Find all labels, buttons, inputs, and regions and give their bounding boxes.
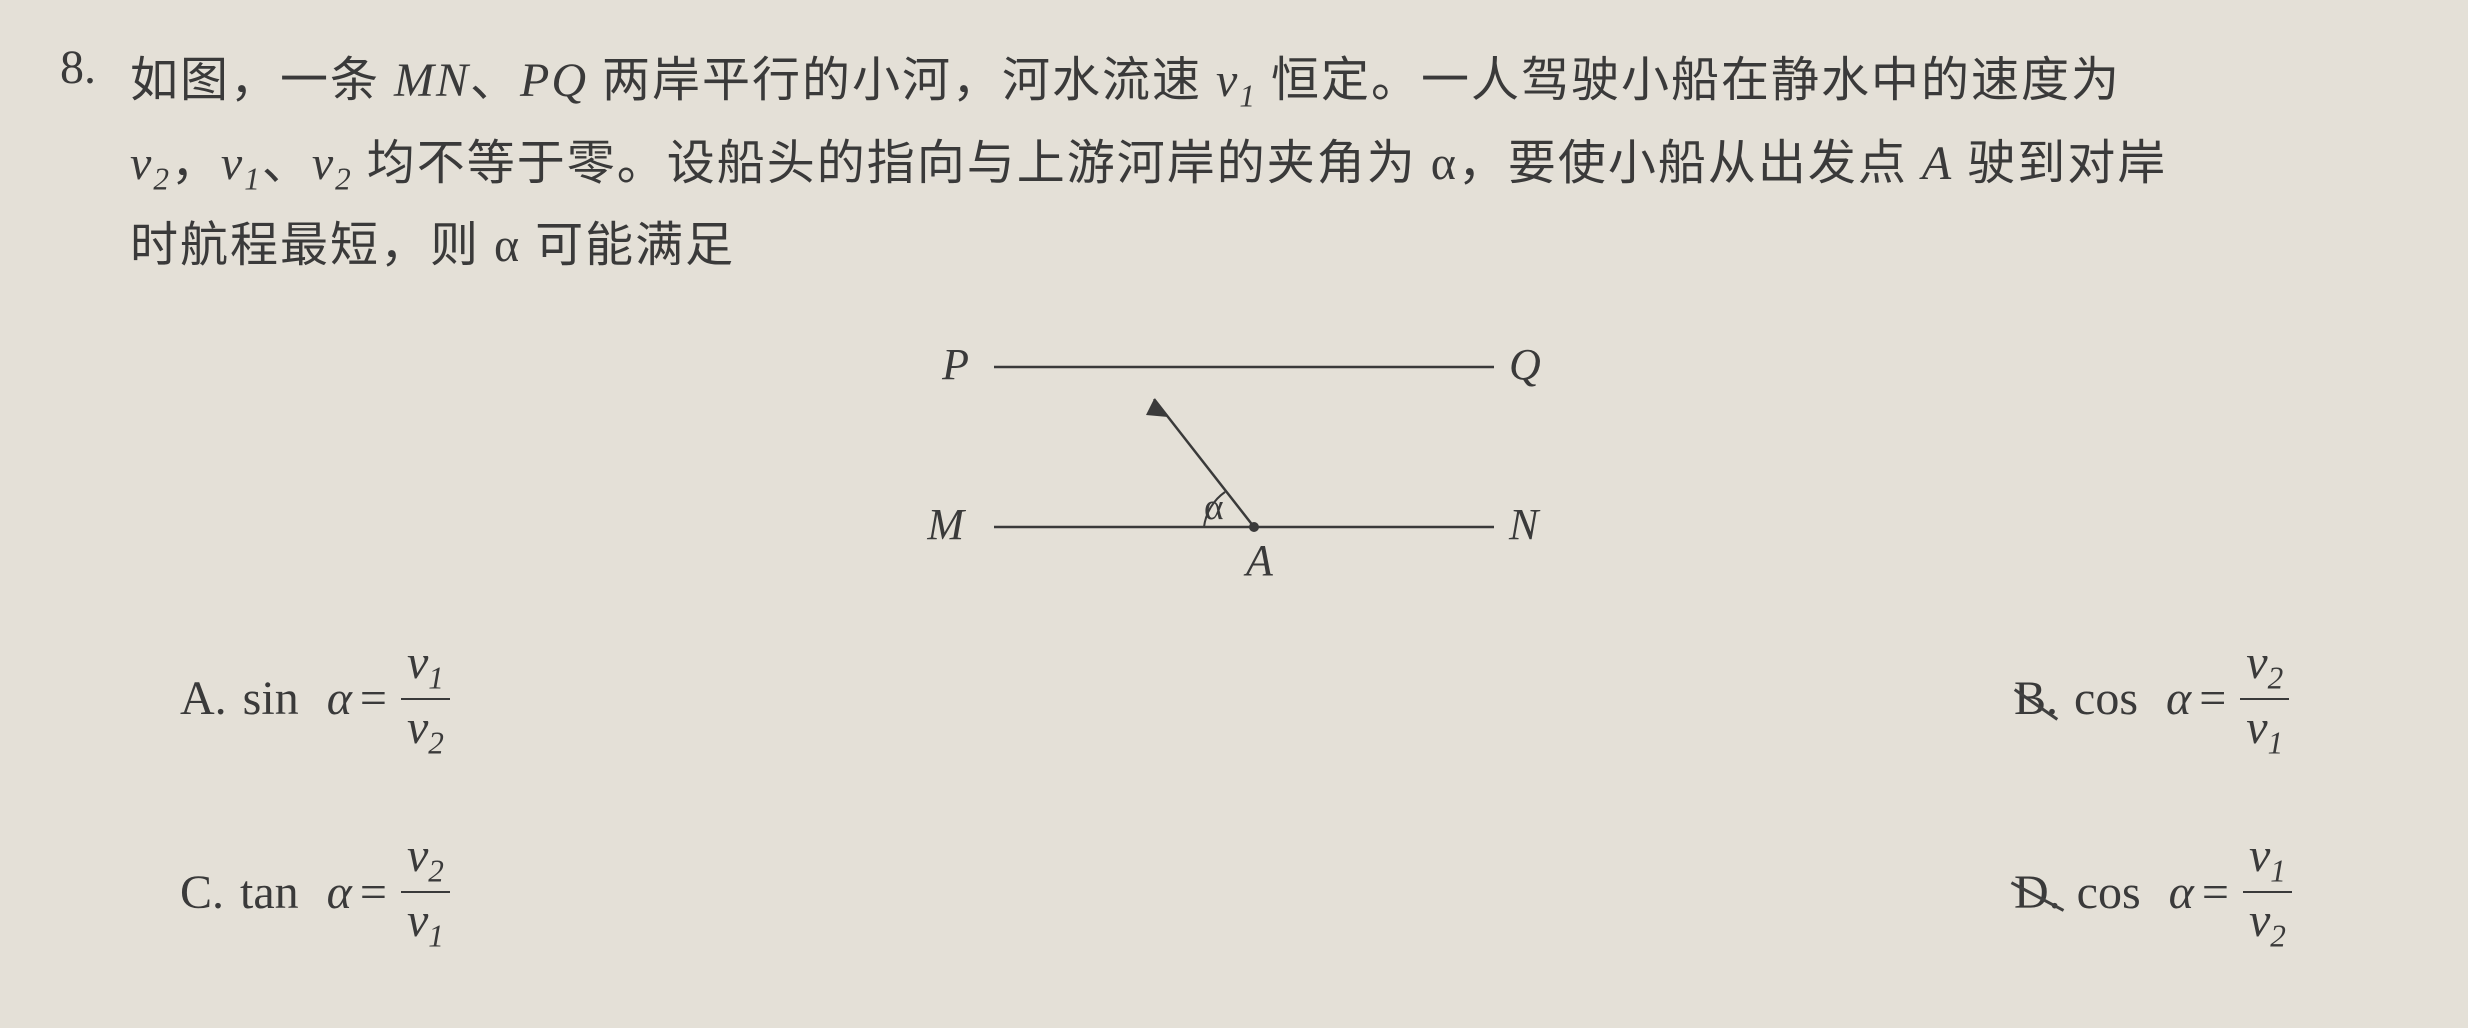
svg-text:M: M — [926, 500, 966, 549]
equals: = — [2202, 865, 2229, 920]
stem-text: 、 — [262, 137, 312, 190]
v-symbol: v — [312, 137, 335, 190]
stem-text: 如图，一条 — [130, 54, 394, 107]
v-symbol: v — [407, 829, 428, 882]
equals: = — [360, 865, 387, 920]
subscript-2: 2 — [335, 161, 353, 196]
subscript-1: 1 — [244, 161, 262, 196]
stem-text: 均不等于零。设船头的指向与上游河岸的夹角为 α，要使小船从出发点 — [353, 137, 1922, 190]
v-symbol: v — [2249, 829, 2270, 882]
equals: = — [2199, 671, 2226, 726]
v-symbol: v — [407, 701, 428, 754]
v-symbol: v — [2246, 636, 2267, 689]
question-stem: 如图，一条 MN、PQ 两岸平行的小河，河水流速 v1 恒定。一人驾驶小船在静水… — [130, 40, 2408, 287]
trig-func: tan — [240, 865, 299, 920]
subscript: 2 — [2268, 660, 2284, 695]
fraction-denominator: v2 — [401, 702, 450, 761]
trig-func: cos — [2077, 865, 2141, 920]
fraction-numerator: v1 — [401, 637, 450, 696]
fraction-denominator: v1 — [401, 895, 450, 954]
choice-label: A. — [180, 671, 227, 726]
mn-label: MN — [394, 54, 470, 107]
trig-func: cos — [2074, 671, 2138, 726]
subscript: 1 — [428, 660, 444, 695]
stem-text: 恒定。一人驾驶小船在静水中的速度为 — [1257, 54, 2121, 107]
choice-label: C. — [180, 865, 224, 920]
stem-text: ， — [171, 137, 221, 190]
v-symbol: v — [130, 137, 153, 190]
fraction-denominator: v2 — [2243, 895, 2292, 954]
fraction-numerator: v2 — [401, 830, 450, 889]
svg-text:P: P — [941, 340, 969, 389]
stem-text: 时航程最短，则 α 可能满足 — [130, 219, 735, 272]
equals: = — [360, 671, 387, 726]
svg-text:Q: Q — [1509, 340, 1541, 389]
choices-grid: A. sin α = v1 v2 B. cos α = v2 v1 — [180, 637, 2408, 954]
subscript-1: 1 — [1239, 79, 1257, 114]
subscript: 2 — [428, 725, 444, 760]
problem-block: 8. 如图，一条 MN、PQ 两岸平行的小河，河水流速 v1 恒定。一人驾驶小船… — [60, 40, 2408, 954]
v-symbol: v — [407, 894, 428, 947]
subscript: 2 — [428, 854, 444, 889]
subscript: 1 — [2268, 725, 2284, 760]
diagram-container: P Q M N Aα — [60, 307, 2408, 607]
fraction-numerator: v1 — [2243, 830, 2292, 889]
fraction-bar — [2240, 698, 2289, 700]
trig-func: sin — [243, 671, 299, 726]
fraction: v1 v2 — [2243, 830, 2292, 954]
stem-text: 、 — [470, 54, 520, 107]
river-diagram: P Q M N Aα — [874, 307, 1594, 607]
alpha-symbol: α — [2169, 865, 2194, 920]
subscript: 1 — [2270, 854, 2286, 889]
v-symbol: v — [2249, 894, 2270, 947]
svg-text:A: A — [1243, 536, 1274, 585]
v-symbol: v — [2246, 701, 2267, 754]
v-symbol: v — [1216, 54, 1239, 107]
svg-text:N: N — [1508, 500, 1541, 549]
fraction-bar — [401, 891, 450, 893]
fraction: v1 v2 — [401, 637, 450, 761]
choice-label-struck: B. — [2014, 671, 2058, 726]
choice-label-struck: D. — [2014, 865, 2061, 920]
a-point-label: A — [1922, 137, 1953, 190]
fraction-denominator: v1 — [2240, 702, 2289, 761]
fraction-numerator: v2 — [2240, 637, 2289, 696]
pq-label: PQ — [520, 54, 588, 107]
fraction-bar — [2243, 891, 2292, 893]
alpha-symbol: α — [2166, 671, 2191, 726]
alpha-symbol: α — [327, 671, 352, 726]
page-root: 8. 如图，一条 MN、PQ 两岸平行的小河，河水流速 v1 恒定。一人驾驶小船… — [0, 0, 2468, 1028]
choice-d: D. cos α = v1 v2 — [1314, 830, 2298, 954]
choice-b: B. cos α = v2 v1 — [1314, 637, 2295, 761]
v-symbol: v — [407, 636, 428, 689]
stem-text: 两岸平行的小河，河水流速 — [588, 54, 1216, 107]
subscript-2: 2 — [153, 161, 171, 196]
fraction: v2 v1 — [401, 830, 450, 954]
v-symbol: v — [221, 137, 244, 190]
subscript: 1 — [428, 919, 444, 954]
fraction-bar — [401, 698, 450, 700]
alpha-symbol: α — [327, 865, 352, 920]
choice-a: A. sin α = v1 v2 — [180, 637, 1274, 761]
subscript: 2 — [2270, 919, 2286, 954]
question-number: 8. — [60, 40, 96, 95]
choice-c: C. tan α = v2 v1 — [180, 830, 1274, 954]
svg-text:α: α — [1204, 487, 1224, 528]
stem-text: 驶到对岸 — [1953, 137, 2167, 190]
fraction: v2 v1 — [2240, 637, 2289, 761]
